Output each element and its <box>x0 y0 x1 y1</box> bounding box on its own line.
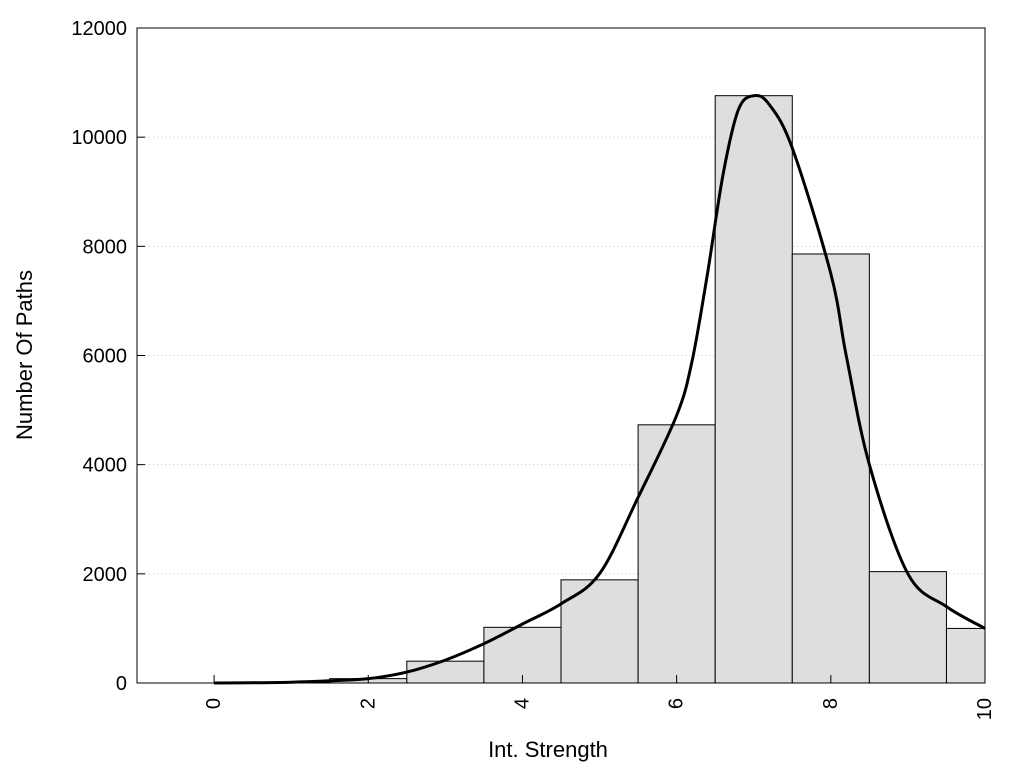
density-curve <box>214 93 986 685</box>
x-tick-label-1: 2 <box>357 698 379 709</box>
y-tick-label-5: 10000 <box>71 127 127 149</box>
y-tick-label-2: 4000 <box>83 455 128 477</box>
x-tick-label-0: 0 <box>203 698 225 709</box>
bar-7 <box>714 95 793 684</box>
y-tick-label-4: 8000 <box>83 236 128 258</box>
x-tick-label-5: 10 <box>974 698 996 720</box>
bar-8 <box>791 253 870 684</box>
bar-3 <box>406 660 485 684</box>
y-axis-ticks: 0 2000 4000 6000 8000 10000 12000 <box>71 18 145 695</box>
y-tick-label-3: 6000 <box>83 346 128 368</box>
plot-frame <box>136 27 986 684</box>
y-tick-label-0: 0 <box>116 673 127 695</box>
bar-4 <box>483 626 562 684</box>
bar-9 <box>868 571 947 684</box>
bar-10 <box>945 627 986 684</box>
x-tick-label-4: 8 <box>820 698 842 709</box>
y-axis-label: Number Of Paths <box>12 270 37 440</box>
x-axis-label: Int. Strength <box>488 737 608 762</box>
bar-6 <box>637 424 716 684</box>
y-tick-label-6: 12000 <box>71 18 127 40</box>
y-tick-label-1: 2000 <box>83 564 128 586</box>
x-tick-label-2: 4 <box>511 698 533 709</box>
x-tick-label-3: 6 <box>666 698 688 709</box>
grid-lines <box>137 136 985 575</box>
histogram-bars <box>252 95 986 684</box>
